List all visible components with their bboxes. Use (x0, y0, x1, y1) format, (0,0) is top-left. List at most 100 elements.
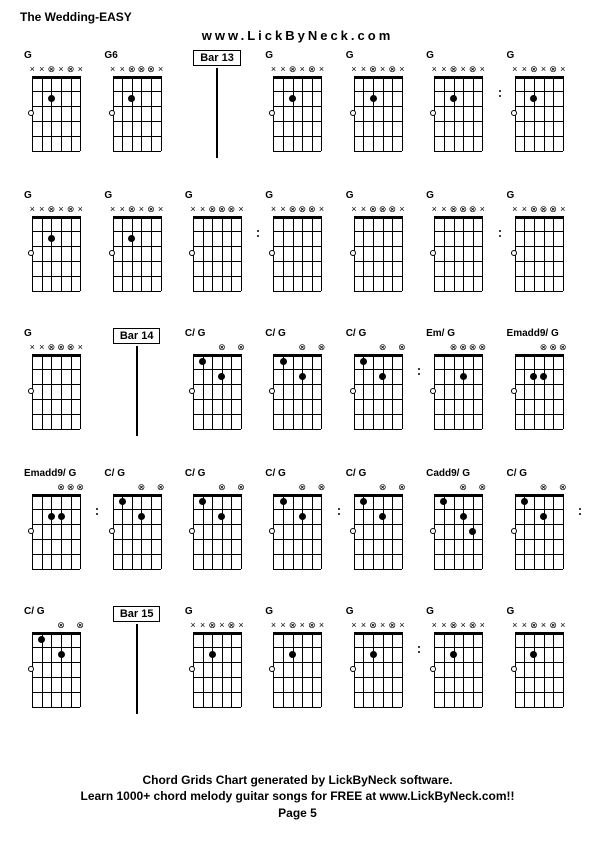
chord-name: Emadd9/ G (20, 468, 92, 482)
chord-name: G (261, 50, 333, 64)
chord-diagram: ××⊗×⊗× (432, 64, 484, 156)
chord-cell: C/ G⊗⊗ (261, 468, 333, 574)
chord-name: C/ G (100, 468, 172, 482)
chord-cell: G××⊗⊗⊗× (261, 190, 333, 296)
footer-page: Page 5 (0, 805, 595, 822)
chord-name: G (181, 190, 253, 204)
bar-label: Bar 13 (193, 50, 241, 66)
chord-cell: G××⊗⊗⊗× (503, 190, 575, 296)
chord-name: C/ G (261, 468, 333, 482)
footer-line1: Chord Grids Chart generated by LickByNec… (0, 772, 595, 789)
chord-name: C/ G (342, 468, 414, 482)
chord-cell: G××⊗×⊗× (503, 50, 575, 158)
chord-diagram: ××⊗×⊗× (30, 204, 82, 296)
chord-diagram: ⊗⊗ (513, 482, 565, 574)
chord-cell: C/ G⊗⊗ (342, 468, 414, 574)
chord-name: G (503, 50, 575, 64)
chord-diagram: ××⊗⊗⊗× (191, 204, 243, 296)
chord-row: G××⊗×⊗×G6××⊗⊗⊗×Bar 13G××⊗×⊗×G××⊗×⊗×G××⊗×… (20, 50, 575, 158)
chord-cell: C/ G⊗⊗ (100, 468, 172, 574)
chord-diagram: ⊗⊗⊗ (513, 342, 565, 434)
chord-name: G (422, 50, 494, 64)
bar-marker: Bar 15 (100, 606, 172, 714)
chord-name: C/ G (181, 468, 253, 482)
chord-diagram: ××⊗×⊗× (352, 64, 404, 156)
chord-diagram: ××⊗⊗⊗× (432, 204, 484, 296)
chord-cell: G××⊗⊗⊗× (422, 190, 494, 296)
chord-diagram: ××⊗×⊗× (432, 620, 484, 712)
chord-cell: G××⊗×⊗× (422, 50, 494, 158)
chord-name: G (342, 190, 414, 204)
chord-name: C/ G (342, 328, 414, 342)
bar-line (136, 346, 138, 436)
chord-cell: G××⊗×⊗× (100, 190, 172, 296)
chord-name: G (422, 190, 494, 204)
chord-diagram: ××⊗×⊗× (191, 620, 243, 712)
chord-cell: G××⊗⊗⊗× (181, 190, 253, 296)
chord-name: G (261, 190, 333, 204)
footer-line2: Learn 1000+ chord melody guitar songs fo… (0, 788, 595, 805)
chord-diagram: ××⊗⊗⊗× (271, 204, 323, 296)
chord-cell: C/ G⊗⊗ (20, 606, 92, 714)
chord-diagram: ××⊗×⊗× (271, 620, 323, 712)
chord-name: G (342, 50, 414, 64)
chord-name: Cadd9/ G (422, 468, 494, 482)
chord-diagram: ⊗⊗ (432, 482, 484, 574)
chord-cell: G××⊗×⊗× (342, 50, 414, 158)
chord-cell: G××⊗⊗⊗× (20, 328, 92, 436)
chord-cell: Emadd9/ G⊗⊗⊗ (20, 468, 92, 574)
bar-marker: Bar 14 (100, 328, 172, 436)
chord-diagram: ××⊗×⊗× (30, 64, 82, 156)
chord-row: C/ G⊗⊗Bar 15G××⊗×⊗×G××⊗×⊗×G××⊗×⊗×G××⊗×⊗×… (20, 606, 575, 714)
chord-diagram: ××⊗⊗⊗× (352, 204, 404, 296)
chord-name: G (20, 50, 92, 64)
chord-row: G××⊗×⊗×G××⊗×⊗×G××⊗⊗⊗×G××⊗⊗⊗×G××⊗⊗⊗×G××⊗⊗… (20, 190, 575, 296)
chord-cell: G××⊗×⊗× (422, 606, 494, 714)
chord-name: G (342, 606, 414, 620)
chord-diagram: ⊗⊗ (271, 342, 323, 434)
chord-cell: C/ G⊗⊗ (181, 328, 253, 436)
chord-cell: Cadd9/ G⊗⊗ (422, 468, 494, 574)
chord-name: C/ G (181, 328, 253, 342)
chord-cell: G××⊗⊗⊗× (342, 190, 414, 296)
chord-name: Emadd9/ G (503, 328, 575, 342)
chord-name: G (261, 606, 333, 620)
song-title: The Wedding-EASY (20, 10, 132, 24)
chord-cell: Emadd9/ G⊗⊗⊗ (503, 328, 575, 436)
chord-diagram: ⊗⊗ (191, 342, 243, 434)
chord-diagram: ××⊗×⊗× (352, 620, 404, 712)
bar-label: Bar 15 (113, 606, 161, 622)
chord-cell: G××⊗×⊗× (20, 190, 92, 296)
chord-name: C/ G (20, 606, 92, 620)
bar-label: Bar 14 (113, 328, 161, 344)
chord-diagram: ××⊗×⊗× (111, 204, 163, 296)
chord-cell: Em/ G⊗⊗⊗⊗ (422, 328, 494, 436)
chord-diagram: ××⊗⊗⊗× (513, 204, 565, 296)
chord-diagram: ××⊗×⊗× (513, 620, 565, 712)
chord-cell: G××⊗×⊗× (261, 606, 333, 714)
chord-name: G (20, 190, 92, 204)
bar-line (136, 624, 138, 714)
chord-name: C/ G (261, 328, 333, 342)
chord-name: G (503, 190, 575, 204)
chord-name: G (100, 190, 172, 204)
chord-name: G6 (100, 50, 172, 64)
chord-cell: C/ G⊗⊗ (503, 468, 575, 574)
chord-cell: G6××⊗⊗⊗× (100, 50, 172, 158)
chord-diagram: ⊗⊗ (271, 482, 323, 574)
chord-diagram: ⊗⊗ (352, 342, 404, 434)
chord-diagram: ⊗⊗⊗ (30, 482, 82, 574)
chord-row: G××⊗⊗⊗×Bar 14C/ G⊗⊗C/ G⊗⊗C/ G⊗⊗Em/ G⊗⊗⊗⊗… (20, 328, 575, 436)
bar-line (216, 68, 218, 158)
chord-name: G (20, 328, 92, 342)
chord-grid: G××⊗×⊗×G6××⊗⊗⊗×Bar 13G××⊗×⊗×G××⊗×⊗×G××⊗×… (20, 50, 575, 746)
chord-name: C/ G (503, 468, 575, 482)
chord-cell: G××⊗×⊗× (261, 50, 333, 158)
chord-name: Em/ G (422, 328, 494, 342)
chord-cell: G××⊗×⊗× (181, 606, 253, 714)
chord-name: G (422, 606, 494, 620)
chord-diagram: ××⊗×⊗× (271, 64, 323, 156)
footer: Chord Grids Chart generated by LickByNec… (0, 772, 595, 822)
bar-marker: Bar 13 (181, 50, 253, 158)
chord-cell: C/ G⊗⊗ (261, 328, 333, 436)
